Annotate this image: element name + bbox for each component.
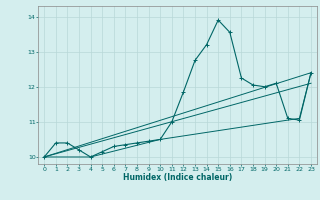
X-axis label: Humidex (Indice chaleur): Humidex (Indice chaleur)	[123, 173, 232, 182]
